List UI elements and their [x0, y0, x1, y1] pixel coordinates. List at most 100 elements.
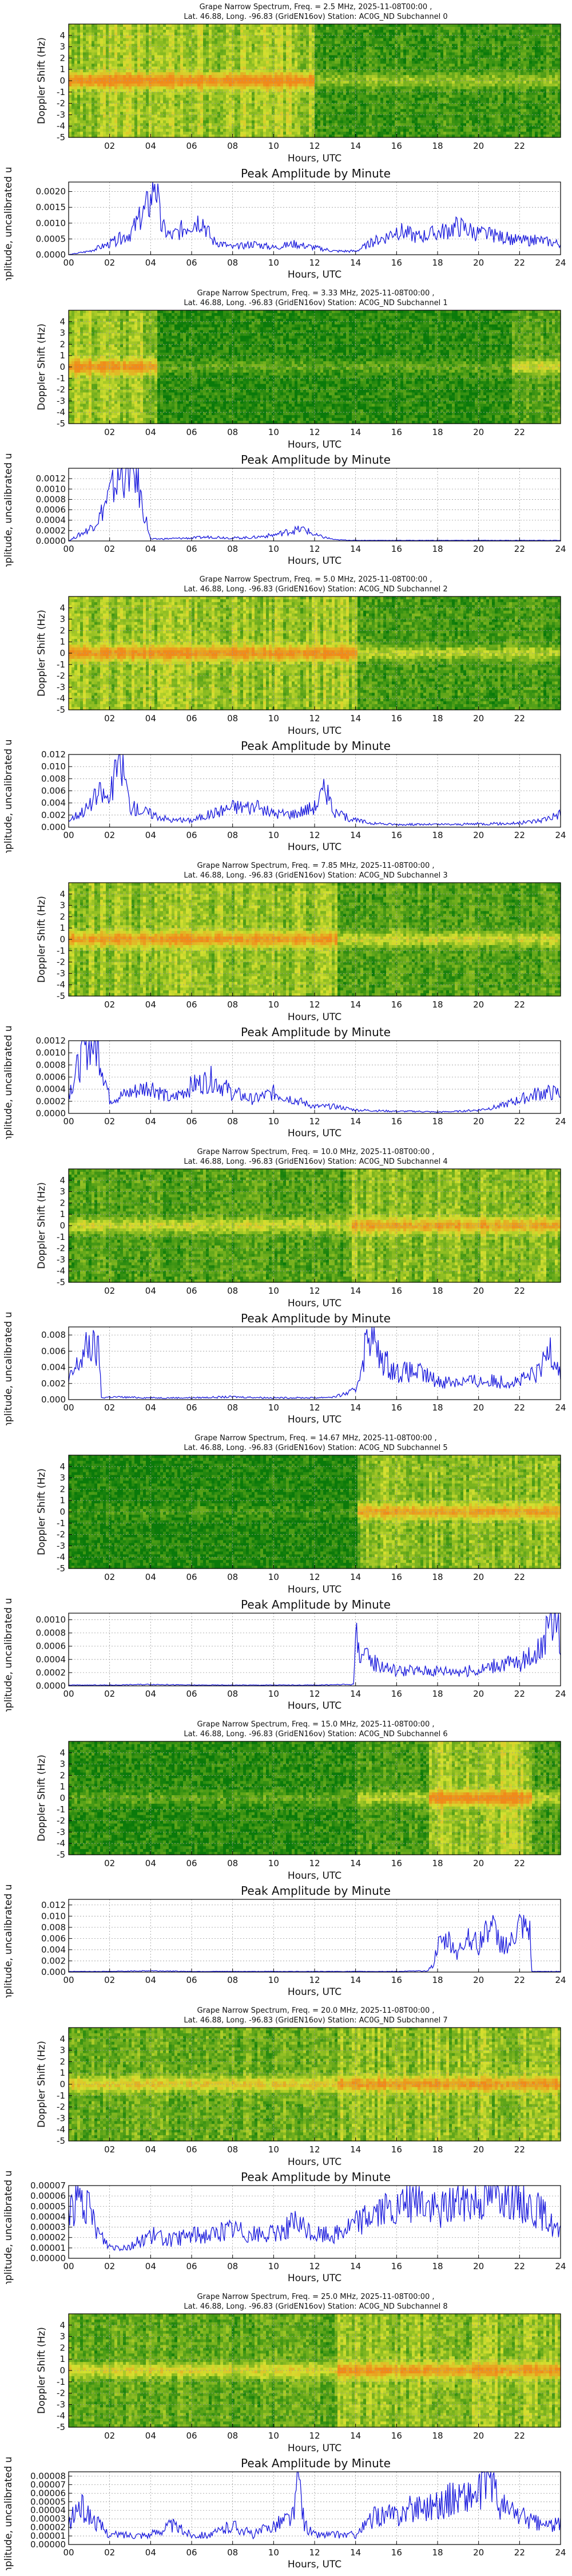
heatmap-cell	[277, 47, 281, 50]
heatmap-cell	[100, 114, 104, 118]
heatmap-cell	[177, 38, 181, 42]
heatmap-cell	[77, 58, 81, 61]
heatmap-cell	[395, 24, 398, 27]
heatmap-cell	[289, 61, 292, 64]
heatmap-cell	[126, 120, 129, 124]
heatmap-cell	[378, 114, 381, 118]
heatmap-cell	[363, 81, 367, 84]
heatmap-cell	[249, 30, 252, 33]
heatmap-cell	[143, 95, 146, 98]
heatmap-cell	[272, 120, 275, 124]
heatmap-cell	[423, 95, 427, 98]
heatmap-cell	[349, 81, 352, 84]
heatmap-cell	[252, 86, 255, 90]
heatmap-cell	[303, 27, 307, 30]
heatmap-cell	[372, 129, 375, 132]
heatmap-cell	[418, 104, 421, 107]
heatmap-cell	[163, 58, 166, 61]
heatmap-cell	[257, 98, 261, 101]
heatmap-cell	[177, 104, 181, 107]
heatmap-cell	[132, 58, 135, 61]
heatmap-cell	[112, 72, 115, 76]
heatmap-cell	[249, 98, 252, 101]
heatmap-cell	[132, 47, 135, 50]
heatmap-cell	[398, 117, 401, 121]
heatmap-cell	[409, 75, 412, 78]
heatmap-cell	[232, 47, 235, 50]
heatmap-cell	[275, 24, 278, 27]
heatmap-cell	[289, 92, 292, 96]
heatmap-cell	[420, 64, 424, 67]
heatmap-cell	[300, 47, 304, 50]
heatmap-cell	[295, 109, 298, 113]
heatmap-cell	[369, 84, 372, 87]
heatmap-cell	[212, 117, 215, 121]
heatmap-cell	[237, 72, 241, 76]
heatmap-cell	[134, 92, 138, 96]
heatmap-cell	[380, 81, 384, 84]
heatmap-cell	[169, 84, 172, 87]
heatmap-cell	[340, 98, 344, 101]
heatmap-cell	[229, 86, 232, 90]
heatmap-cell	[398, 64, 401, 67]
heatmap-cell	[269, 104, 272, 107]
heatmap-cell	[177, 61, 181, 64]
heatmap-cell	[400, 41, 404, 45]
heatmap-cell	[217, 64, 221, 67]
heatmap-cell	[423, 47, 427, 50]
heatmap-cell	[106, 58, 109, 61]
heatmap-cell	[395, 69, 398, 73]
heatmap-cell	[232, 41, 235, 45]
heatmap-cell	[197, 84, 201, 87]
heatmap-cell	[172, 117, 175, 121]
heatmap-cell	[123, 27, 126, 30]
heatmap-cell	[320, 84, 324, 87]
heatmap-cell	[89, 117, 92, 121]
heatmap-cell	[349, 47, 352, 50]
heatmap-cell	[237, 95, 241, 98]
heatmap-cell	[380, 129, 384, 132]
heatmap-cell	[243, 120, 247, 124]
heatmap-cell	[343, 120, 347, 124]
heatmap-cell	[106, 129, 109, 132]
heatmap-cell	[297, 92, 301, 96]
heatmap-cell	[292, 72, 295, 76]
heatmap-cell	[355, 75, 358, 78]
heatmap-cell	[383, 81, 387, 84]
heatmap-cell	[206, 53, 209, 56]
heatmap-cell	[289, 126, 292, 129]
heatmap-cell	[243, 47, 247, 50]
heatmap-cell	[169, 75, 172, 78]
heatmap-cell	[317, 27, 321, 30]
heatmap-cell	[403, 98, 407, 101]
heatmap-cell	[306, 129, 309, 132]
heatmap-cell	[137, 84, 141, 87]
heatmap-cell	[160, 27, 164, 30]
heatmap-cell	[174, 132, 178, 135]
heatmap-cell	[197, 86, 201, 90]
heatmap-cell	[169, 106, 172, 110]
heatmap-cell	[286, 75, 289, 78]
heatmap-cell	[360, 38, 364, 42]
heatmap-cell	[269, 47, 272, 50]
heatmap-cell	[214, 84, 218, 87]
heatmap-cell	[409, 81, 412, 84]
heatmap-cell	[209, 69, 212, 73]
heatmap-cell	[363, 120, 367, 124]
heatmap-cell	[297, 72, 301, 76]
heatmap-cell	[80, 120, 84, 124]
heatmap-cell	[212, 58, 215, 61]
heatmap-cell	[343, 98, 347, 101]
heatmap-cell	[183, 81, 186, 84]
heatmap-cell	[423, 27, 427, 30]
heatmap-cell	[400, 84, 404, 87]
heatmap-cell	[157, 81, 161, 84]
heatmap-cell	[337, 117, 341, 121]
heatmap-cell	[143, 50, 146, 53]
heatmap-cell	[169, 58, 172, 61]
heatmap-cell	[160, 109, 164, 113]
heatmap-cell	[74, 58, 78, 61]
heatmap-cell	[418, 98, 421, 101]
heatmap-cell	[329, 106, 332, 110]
heatmap-cell	[69, 114, 72, 118]
